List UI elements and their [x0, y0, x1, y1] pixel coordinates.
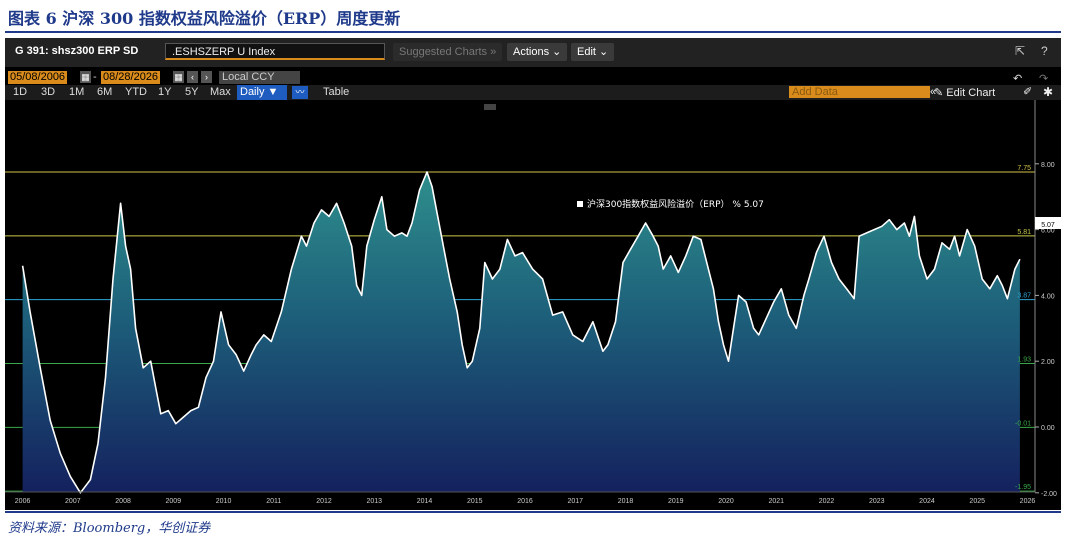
redo-icon[interactable]: ↷ [1039, 73, 1049, 85]
suggested-charts-button[interactable]: Suggested Charts » [393, 43, 503, 61]
x-tick-label: 2025 [969, 498, 985, 505]
x-tick-label: 2011 [266, 498, 281, 505]
calendar-icon[interactable]: ▦ [173, 71, 184, 83]
frequency-select[interactable]: Daily ▼ [237, 85, 287, 100]
last-value-box [1035, 217, 1061, 229]
reference-line-label: 1.93 [1017, 357, 1031, 364]
x-tick-label: 2024 [919, 498, 935, 505]
collapse-icon[interactable]: « [930, 86, 937, 98]
legend-label: 沪深300指数权益风险溢价（ERP） % 5.07 [587, 198, 764, 210]
x-tick-label: 2019 [668, 498, 684, 505]
x-tick-label: 2020 [718, 498, 734, 505]
x-tick-label: 2008 [115, 498, 131, 505]
edit-chart-label: Edit Chart [946, 87, 996, 99]
title-rule [5, 31, 1061, 33]
x-tick-label: 2015 [467, 498, 483, 505]
x-tick-label: 2022 [819, 498, 835, 505]
y-tick-label: 4.00 [1041, 293, 1055, 300]
x-tick-label: 2007 [65, 498, 81, 505]
collapse-handle[interactable] [484, 104, 496, 110]
x-tick-label: 2009 [166, 498, 182, 505]
x-tick-label: 2010 [216, 498, 232, 505]
period-toolbar: 1D 3D 1M 6M YTD 1Y 5Y Max Daily ▼ 〰 Tabl… [5, 85, 1061, 100]
line-chart-icon[interactable]: 〰 [292, 86, 308, 99]
table-button[interactable]: Table [323, 86, 350, 98]
export-icon[interactable]: ⇱ [1015, 44, 1026, 58]
period-ytd[interactable]: YTD [125, 86, 147, 98]
legend-swatch [577, 201, 583, 207]
x-tick-label: 2006 [15, 498, 31, 505]
period-5y[interactable]: 5Y [185, 86, 199, 98]
y-tick-label: 2.00 [1041, 359, 1055, 366]
draw-icon[interactable]: ✐ [1023, 86, 1033, 98]
x-tick-label: 2014 [417, 498, 433, 505]
period-max[interactable]: Max [210, 86, 231, 98]
x-tick-label: 2021 [768, 498, 784, 505]
period-1m[interactable]: 1M [69, 86, 85, 98]
edit-chart-button[interactable]: ✎ Edit Chart [934, 86, 995, 99]
start-date-field[interactable]: 05/08/2006 [8, 71, 68, 84]
series-line [21, 171, 1021, 494]
x-tick-label: 2016 [517, 498, 533, 505]
x-tick-label: 2018 [618, 498, 634, 505]
x-tick-label: 2026 [1020, 498, 1036, 505]
source-rule [5, 511, 1061, 513]
x-tick-label: 2017 [567, 498, 583, 505]
calendar-icon[interactable]: ▦ [80, 71, 91, 83]
y-tick-label: 0.00 [1041, 425, 1055, 432]
period-1d[interactable]: 1D [13, 86, 28, 98]
security-field[interactable]: .ESHSZERP U Index [165, 43, 385, 60]
reference-line-label: 3.87 [1017, 293, 1031, 300]
reference-line-label: -0.01 [1015, 420, 1031, 427]
undo-icon[interactable]: ↶ [1013, 73, 1023, 85]
end-date-field[interactable]: 08/28/2026 [101, 71, 161, 84]
top-toolbar: G 391: shsz300 ERP SD .ESHSZERP U Index … [5, 38, 1061, 67]
source-note: 资料来源：Bloomberg，华创证券 [8, 521, 211, 536]
x-tick-label: 2013 [367, 498, 383, 505]
gear-icon[interactable]: ✱ [1043, 85, 1054, 99]
period-6m[interactable]: 6M [97, 86, 113, 98]
reference-line-label: 5.81 [1017, 229, 1031, 236]
prev-arrow-icon[interactable]: ‹ [187, 71, 198, 83]
currency-select[interactable]: Local CCY [219, 71, 300, 84]
actions-menu[interactable]: Actions ⌄ [507, 43, 568, 61]
add-data-field[interactable]: Add Data [789, 86, 930, 98]
figure-title: 图表 6 沪深 300 指数权益风险溢价（ERP）周度更新 [8, 9, 401, 28]
last-value-label: 5.07 [1041, 222, 1055, 229]
x-tick-label: 2023 [869, 498, 885, 505]
date-separator: - [93, 71, 97, 83]
period-3d[interactable]: 3D [41, 86, 56, 98]
y-tick-label: -2.00 [1041, 491, 1057, 498]
series-area [22, 172, 1020, 493]
next-arrow-icon[interactable]: › [201, 71, 212, 83]
pencil-icon: ✎ [934, 87, 947, 99]
ticker-label: G 391: shsz300 ERP SD [15, 45, 139, 57]
reference-line-label: -1.95 [1015, 484, 1031, 491]
period-1y[interactable]: 1Y [158, 86, 172, 98]
bloomberg-terminal: G 391: shsz300 ERP SD .ESHSZERP U Index … [5, 38, 1061, 510]
y-tick-label: 8.00 [1041, 162, 1055, 169]
help-icon[interactable]: ? [1041, 44, 1048, 58]
edit-menu[interactable]: Edit ⌄ [571, 43, 615, 61]
y-tick-label: 6.00 [1041, 228, 1055, 235]
erp-chart: 7.75 5.81 3.87 1.93 -0.01 -1.95 8.00 6.00 4.00 2… [5, 100, 1061, 505]
reference-line-label: 7.75 [1017, 165, 1031, 172]
x-tick-label: 2012 [316, 498, 332, 505]
